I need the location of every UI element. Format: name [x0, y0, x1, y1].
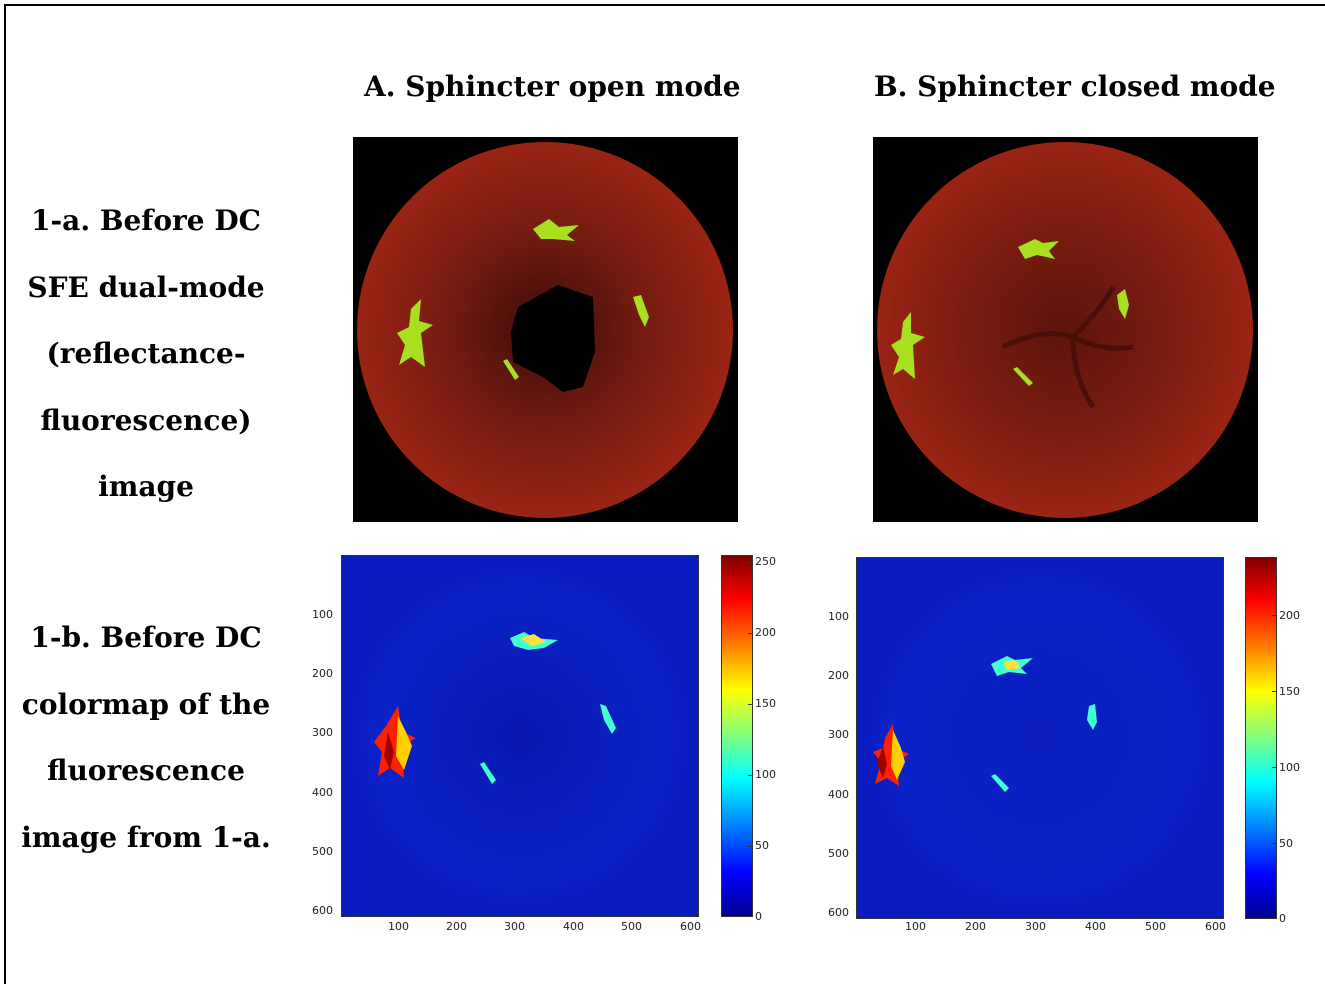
- x-tick: 200: [965, 920, 986, 933]
- y-tick: 600: [828, 906, 849, 919]
- colorbar-tick-mark: [748, 775, 753, 776]
- colorbar-tick: 0: [755, 910, 762, 923]
- y-tick: 400: [312, 786, 333, 799]
- row-label-line: image: [98, 470, 194, 503]
- x-tick: 200: [446, 920, 467, 933]
- y-tick: 200: [312, 667, 333, 680]
- colorbar-tick: 200: [755, 626, 776, 639]
- y-tick: 300: [312, 726, 333, 739]
- colorbar-tick: 0: [1279, 912, 1286, 925]
- x-tick: 500: [1145, 920, 1166, 933]
- colorbar-tick: 250: [755, 555, 776, 568]
- colormap-plot-open: [341, 555, 699, 917]
- photo-sphincter-closed: [873, 137, 1258, 522]
- row-label-line: SFE dual-mode: [27, 270, 265, 304]
- colorbar-tick-mark: [1272, 767, 1277, 768]
- colorbar-tick: 50: [755, 839, 769, 852]
- y-tick: 400: [828, 788, 849, 801]
- colorbar-tick: 100: [755, 768, 776, 781]
- x-tick: 500: [621, 920, 642, 933]
- x-tick: 600: [1205, 920, 1226, 933]
- row-label-1a: 1-a. Before DC SFE dual-mode (reflectanc…: [20, 188, 272, 521]
- colorbar-tick-mark: [1272, 843, 1277, 844]
- column-heading-b: B. Sphincter closed mode: [874, 70, 1276, 103]
- x-tick: 300: [1025, 920, 1046, 933]
- y-tick: 600: [312, 904, 333, 917]
- row-label-line: fluorescence): [40, 403, 252, 437]
- colorbar-tick-mark: [748, 562, 753, 563]
- colorbar-tick: 100: [1279, 761, 1300, 774]
- colorbar-tick: 150: [1279, 685, 1300, 698]
- colorbar-tick-mark: [1272, 615, 1277, 616]
- row-label-1b: 1-b. Before DC colormap of the fluoresce…: [20, 605, 272, 871]
- row-label-line: colormap of the: [21, 687, 271, 721]
- x-tick: 100: [388, 920, 409, 933]
- colorbar-tick-mark: [748, 704, 753, 705]
- column-heading-a: A. Sphincter open mode: [364, 70, 741, 103]
- x-tick: 400: [1085, 920, 1106, 933]
- y-tick: 100: [312, 608, 333, 621]
- y-tick: 300: [828, 728, 849, 741]
- row-label-line: 1-a. Before DC: [31, 204, 261, 237]
- colorbar-closed: [1245, 557, 1277, 919]
- x-tick: 300: [504, 920, 525, 933]
- y-tick: 100: [828, 610, 849, 623]
- figure-frame: [4, 4, 1325, 984]
- colorbar-open: [721, 555, 753, 917]
- photo-sphincter-open: [353, 137, 738, 522]
- colorbar-tick: 150: [755, 697, 776, 710]
- row-label-line: 1-b. Before DC: [30, 621, 262, 654]
- colorbar-tick-mark: [748, 846, 753, 847]
- colorbar-tick-mark: [748, 633, 753, 634]
- row-label-line: image from 1-a.: [21, 820, 271, 854]
- x-tick: 600: [680, 920, 701, 933]
- colorbar-tick: 200: [1279, 609, 1300, 622]
- x-tick: 400: [563, 920, 584, 933]
- x-tick: 100: [905, 920, 926, 933]
- row-label-line: fluorescence: [47, 754, 245, 787]
- row-label-line: (reflectance-: [46, 337, 246, 370]
- colorbar-tick-mark: [1272, 691, 1277, 692]
- y-tick: 500: [312, 845, 333, 858]
- y-tick: 200: [828, 669, 849, 682]
- colorbar-tick: 50: [1279, 837, 1293, 850]
- colormap-plot-closed: [856, 557, 1224, 919]
- y-tick: 500: [828, 847, 849, 860]
